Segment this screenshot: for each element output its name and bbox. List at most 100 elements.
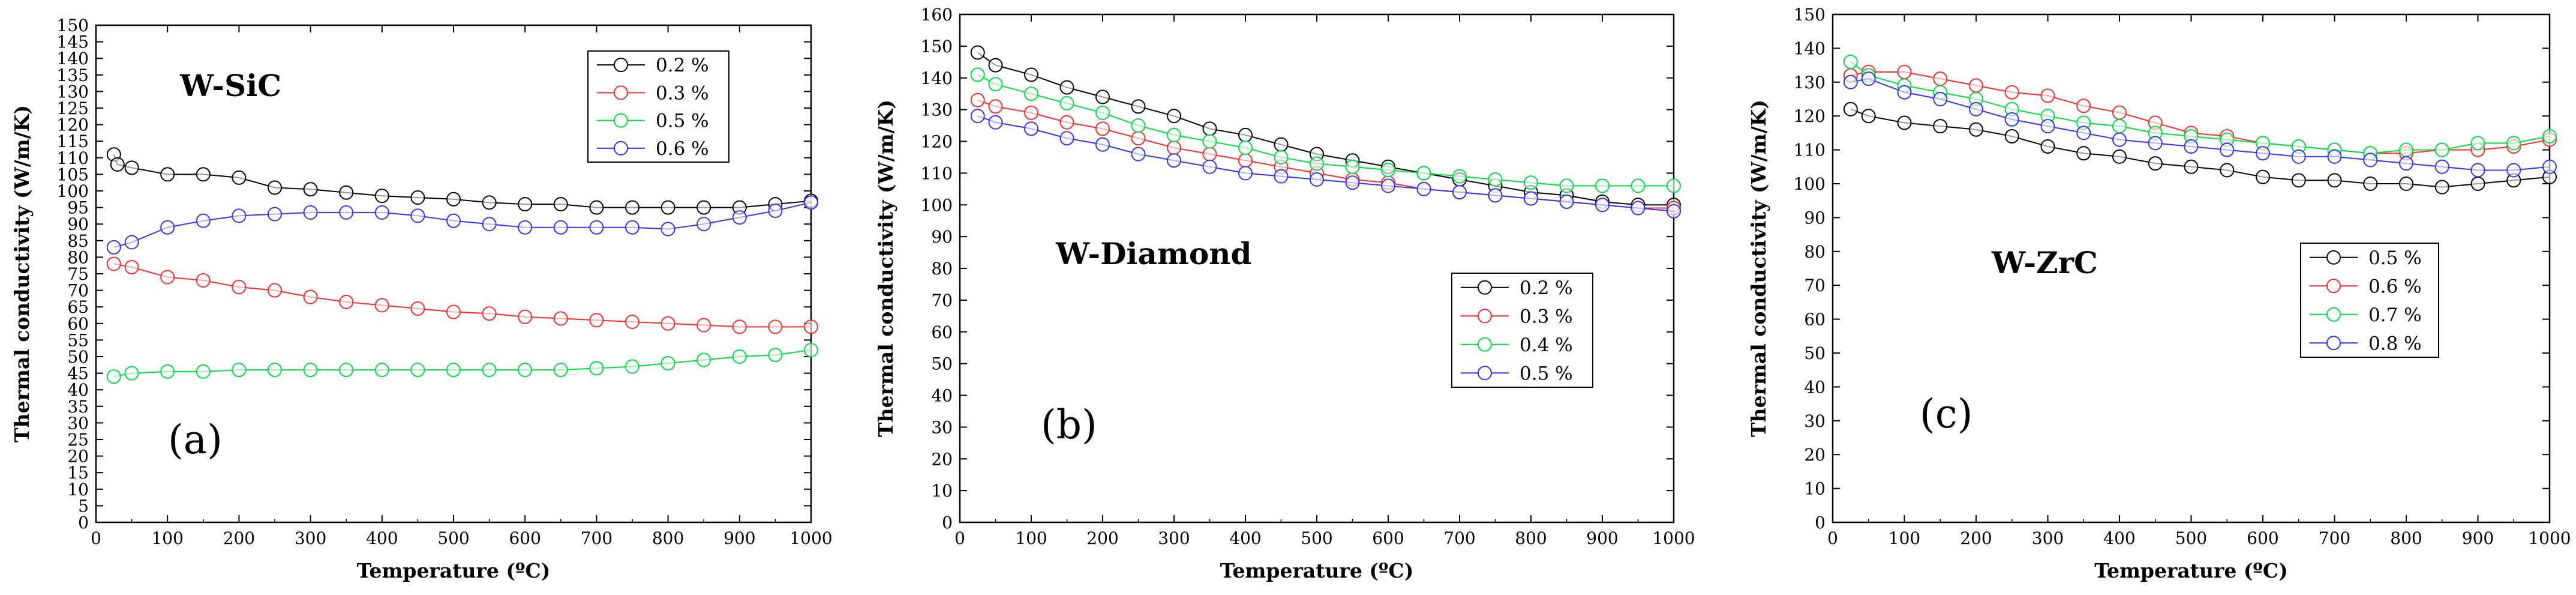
y-axis-title: Thermal conductivity (W/m/K)	[1747, 100, 1770, 437]
y-tick-label: 100	[1794, 174, 1826, 194]
data-point	[696, 200, 711, 215]
data-point	[2004, 129, 2019, 144]
data-point	[625, 359, 640, 374]
chart-title: W-Diamond	[1055, 236, 1252, 271]
panel-label: (b)	[1041, 402, 1097, 448]
data-point	[1095, 105, 1110, 120]
y-tick-label: 60	[931, 322, 953, 342]
x-tick-label: 300	[295, 528, 326, 548]
legend-marker	[1478, 280, 1492, 295]
data-point	[660, 200, 675, 215]
panel-label: (a)	[168, 417, 223, 463]
data-point	[696, 217, 711, 232]
data-point	[1667, 204, 1681, 219]
data-point	[2076, 125, 2091, 140]
x-tick-label: 1000	[789, 528, 832, 548]
y-tick-label: 150	[1794, 5, 1826, 25]
data-point	[268, 363, 282, 378]
data-point	[1345, 159, 1360, 174]
data-point	[2506, 163, 2521, 178]
series-line	[1850, 61, 2550, 154]
x-tick-label: 700	[1443, 528, 1475, 548]
y-tick-label: 100	[921, 195, 953, 215]
y-tick-label: 30	[1804, 411, 1826, 431]
legend-label: 0.4 %	[1520, 334, 1573, 356]
y-tick-label: 70	[1804, 276, 1826, 295]
legend-label: 0.8 %	[2368, 333, 2422, 354]
chart-title: W-ZrC	[1991, 245, 2098, 280]
data-point	[1024, 86, 1038, 101]
data-point	[553, 363, 568, 378]
series-0.6	[106, 195, 818, 255]
data-point	[732, 349, 747, 364]
data-point	[106, 240, 121, 255]
series-0.3	[106, 256, 818, 334]
data-point	[988, 99, 1003, 114]
y-tick-label: 130	[57, 82, 89, 101]
data-point	[2004, 112, 2019, 127]
y-axis-title: Thermal conductivity (W/m/K)	[874, 100, 897, 437]
data-point	[988, 58, 1003, 73]
data-point	[1667, 178, 1681, 193]
y-tick-label: 110	[57, 148, 89, 168]
legend-marker	[614, 113, 628, 128]
x-tick-label: 100	[1015, 528, 1047, 548]
data-point	[482, 306, 497, 321]
data-point	[374, 298, 389, 313]
y-tick-label: 50	[931, 354, 953, 374]
data-point	[768, 319, 783, 334]
data-point	[2112, 105, 2127, 120]
data-point	[2040, 139, 2055, 154]
data-point	[339, 185, 354, 200]
legend-box	[587, 50, 729, 163]
y-tick-label: 70	[67, 281, 89, 301]
data-point	[2220, 163, 2235, 178]
x-tick-label: 600	[1372, 528, 1404, 548]
series-line	[113, 154, 812, 208]
y-tick-label: 145	[57, 32, 89, 52]
data-point	[1024, 121, 1038, 136]
data-point	[303, 363, 318, 378]
data-point	[2076, 98, 2091, 113]
data-point	[232, 170, 247, 185]
data-point	[1381, 163, 1395, 178]
data-point	[589, 361, 604, 376]
legend-marker	[614, 140, 628, 156]
y-tick-label: 125	[57, 98, 89, 118]
data-point	[1059, 131, 1074, 146]
x-tick-label: 400	[366, 528, 398, 548]
data-point	[518, 197, 533, 212]
data-point	[2399, 156, 2413, 171]
data-point	[124, 235, 139, 250]
y-tick-label: 55	[67, 330, 89, 350]
data-point	[1969, 78, 1983, 93]
x-tick-label: 800	[2390, 528, 2422, 548]
y-tick-label: 80	[931, 259, 953, 279]
data-point	[768, 204, 783, 219]
y-tick-label: 40	[931, 386, 953, 406]
data-point	[1897, 115, 1912, 130]
y-tick-label: 85	[67, 231, 89, 251]
data-point	[1202, 159, 1217, 174]
y-tick-label: 70	[931, 291, 953, 310]
data-point	[268, 283, 282, 298]
data-point	[2256, 169, 2270, 184]
data-point	[410, 208, 425, 223]
data-point	[2220, 142, 2235, 157]
data-point	[2148, 156, 2163, 171]
y-tick-label: 115	[57, 131, 89, 151]
x-tick-label: 600	[509, 528, 541, 548]
data-point	[1274, 150, 1289, 165]
y-tick-label: 20	[1804, 445, 1826, 465]
x-axis-title: Temperature (ºC)	[2094, 559, 2288, 582]
data-point	[1167, 153, 1181, 168]
y-tick-label: 30	[931, 417, 953, 437]
data-point	[2506, 136, 2521, 151]
data-point	[2542, 159, 2557, 174]
data-point	[1310, 172, 1324, 187]
data-point	[1202, 146, 1217, 162]
data-point	[410, 301, 425, 316]
y-tick-label: 0	[942, 513, 953, 533]
legend-marker	[2326, 336, 2341, 351]
